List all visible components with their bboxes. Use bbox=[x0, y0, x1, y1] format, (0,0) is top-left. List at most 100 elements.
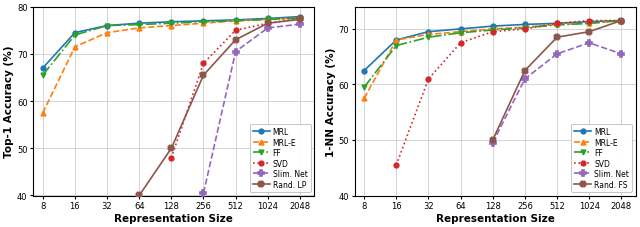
X-axis label: Representation Size: Representation Size bbox=[436, 213, 555, 223]
Legend: MRL, MRL-E, FF, SVD, Slim. Net, Rand. FS: MRL, MRL-E, FF, SVD, Slim. Net, Rand. FS bbox=[571, 124, 632, 192]
Line: MRL-E: MRL-E bbox=[40, 17, 302, 116]
FF bbox=[489, 30, 497, 32]
MRL bbox=[296, 16, 304, 19]
SVD bbox=[424, 78, 432, 81]
FF bbox=[103, 25, 111, 28]
Rand. LP bbox=[200, 74, 207, 77]
MRL-E bbox=[103, 32, 111, 35]
SVD bbox=[618, 20, 625, 23]
Slim. Net bbox=[232, 51, 239, 54]
Line: MRL: MRL bbox=[362, 19, 624, 74]
MRL-E bbox=[618, 20, 625, 23]
FF bbox=[618, 20, 625, 23]
SVD bbox=[264, 23, 271, 25]
Rand. FS bbox=[489, 139, 497, 142]
MRL bbox=[71, 32, 79, 35]
MRL bbox=[103, 25, 111, 28]
SVD bbox=[489, 31, 497, 34]
X-axis label: Representation Size: Representation Size bbox=[115, 213, 233, 223]
Rand. FS bbox=[618, 20, 625, 23]
Rand. LP bbox=[135, 194, 143, 197]
Y-axis label: 1-NN Accuracy (%): 1-NN Accuracy (%) bbox=[326, 47, 335, 156]
MRL bbox=[424, 31, 432, 34]
MRL bbox=[521, 24, 529, 27]
MRL bbox=[360, 70, 368, 73]
Line: Slim. Net: Slim. Net bbox=[201, 22, 303, 196]
MRL-E bbox=[232, 20, 239, 23]
MRL bbox=[618, 20, 625, 23]
Slim. Net bbox=[521, 78, 529, 81]
Rand. FS bbox=[586, 31, 593, 34]
MRL-E bbox=[39, 112, 47, 115]
Slim. Net bbox=[618, 53, 625, 56]
FF bbox=[135, 24, 143, 27]
Rand. FS bbox=[553, 37, 561, 39]
Line: Slim. Net: Slim. Net bbox=[490, 41, 624, 146]
SVD bbox=[521, 28, 529, 31]
SVD bbox=[296, 18, 304, 21]
MRL bbox=[586, 21, 593, 24]
Slim. Net bbox=[264, 27, 271, 30]
MRL bbox=[489, 26, 497, 28]
MRL-E bbox=[296, 17, 304, 20]
MRL bbox=[264, 18, 271, 21]
Line: FF: FF bbox=[362, 19, 624, 90]
FF bbox=[264, 19, 271, 22]
MRL bbox=[553, 23, 561, 26]
FF bbox=[392, 45, 400, 48]
MRL bbox=[232, 20, 239, 22]
MRL-E bbox=[553, 24, 561, 27]
MRL bbox=[39, 67, 47, 70]
MRL bbox=[200, 20, 207, 23]
Rand. LP bbox=[168, 147, 175, 150]
MRL bbox=[135, 23, 143, 25]
Line: MRL-E: MRL-E bbox=[362, 19, 624, 101]
SVD bbox=[168, 157, 175, 159]
MRL-E bbox=[168, 25, 175, 28]
Line: Rand. FS: Rand. FS bbox=[490, 19, 624, 143]
Y-axis label: Top-1 Accuracy (%): Top-1 Accuracy (%) bbox=[4, 46, 14, 158]
FF bbox=[360, 86, 368, 89]
FF bbox=[232, 20, 239, 23]
MRL-E bbox=[392, 39, 400, 42]
Slim. Net bbox=[200, 192, 207, 195]
Line: FF: FF bbox=[40, 17, 302, 78]
SVD bbox=[553, 23, 561, 26]
MRL-E bbox=[586, 23, 593, 26]
Rand. LP bbox=[296, 19, 304, 22]
MRL bbox=[168, 21, 175, 24]
SVD bbox=[232, 30, 239, 32]
MRL-E bbox=[200, 23, 207, 25]
Line: SVD: SVD bbox=[394, 19, 624, 168]
FF bbox=[168, 23, 175, 25]
Slim. Net bbox=[489, 142, 497, 144]
SVD bbox=[200, 63, 207, 65]
Rand. LP bbox=[232, 39, 239, 42]
FF bbox=[457, 32, 465, 35]
MRL-E bbox=[457, 31, 465, 34]
SVD bbox=[457, 42, 465, 45]
MRL-E bbox=[71, 46, 79, 49]
MRL-E bbox=[264, 19, 271, 22]
SVD bbox=[586, 20, 593, 23]
FF bbox=[71, 35, 79, 37]
FF bbox=[39, 74, 47, 77]
Legend: MRL, MRL-E, FF, SVD, Slim. Net, Rand. LP: MRL, MRL-E, FF, SVD, Slim. Net, Rand. LP bbox=[250, 124, 310, 192]
Rand. FS bbox=[521, 70, 529, 73]
Slim. Net bbox=[296, 24, 304, 26]
Line: MRL: MRL bbox=[40, 15, 302, 71]
MRL-E bbox=[424, 34, 432, 37]
FF bbox=[200, 21, 207, 24]
Rand. LP bbox=[264, 23, 271, 25]
FF bbox=[553, 25, 561, 27]
FF bbox=[296, 17, 304, 20]
FF bbox=[586, 23, 593, 26]
Line: Rand. LP: Rand. LP bbox=[136, 17, 303, 198]
MRL-E bbox=[135, 27, 143, 30]
Line: SVD: SVD bbox=[169, 17, 302, 160]
FF bbox=[424, 37, 432, 39]
Slim. Net bbox=[586, 42, 593, 45]
MRL-E bbox=[489, 28, 497, 31]
SVD bbox=[392, 164, 400, 167]
FF bbox=[521, 27, 529, 30]
